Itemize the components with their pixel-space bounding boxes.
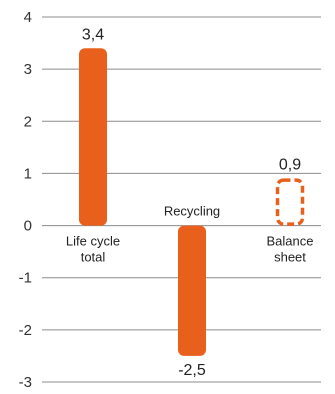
y-tick-label: 0 [24, 218, 32, 235]
y-tick-label: 2 [24, 113, 32, 130]
y-tick-label: 4 [24, 9, 32, 26]
y-tick-label: -3 [19, 374, 32, 391]
category-label: sheet [274, 250, 306, 265]
bar [79, 48, 107, 226]
bar [178, 225, 206, 356]
category-label: total [81, 250, 106, 265]
y-tick-label: 3 [24, 61, 32, 78]
y-tick-label: -1 [19, 270, 32, 287]
data-label: 0,9 [279, 157, 301, 174]
category-label: Balance [267, 234, 314, 249]
bar [275, 178, 305, 226]
y-tick-label: -2 [19, 322, 32, 339]
y-tick-label: 1 [24, 165, 32, 182]
category-label: Recycling [164, 204, 220, 219]
data-label: 3,4 [82, 26, 104, 43]
data-label: -2,5 [178, 362, 206, 379]
category-label: Life cycle [66, 234, 120, 249]
